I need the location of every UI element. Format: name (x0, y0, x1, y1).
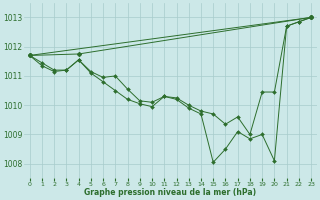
X-axis label: Graphe pression niveau de la mer (hPa): Graphe pression niveau de la mer (hPa) (84, 188, 256, 197)
